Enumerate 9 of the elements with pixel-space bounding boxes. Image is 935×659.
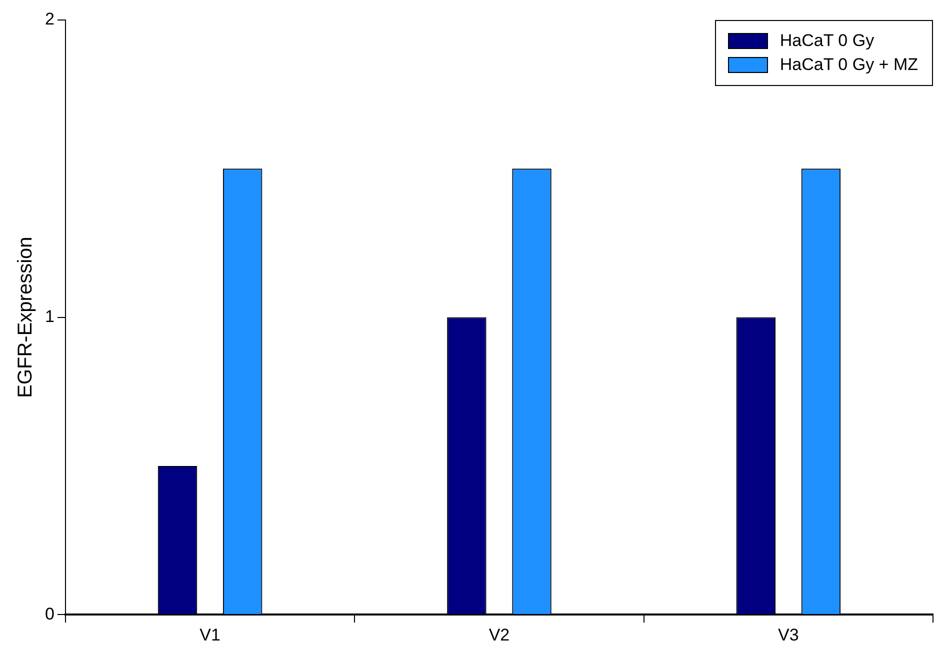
y-tick-label: 1 [44, 306, 54, 326]
x-tick-label: V1 [200, 625, 220, 644]
y-axis-title: EGFR-Expression [14, 236, 37, 398]
y-tick-label: 2 [44, 10, 54, 29]
x-tick-label: V2 [488, 625, 510, 644]
legend-label: HaCaT 0 Gy [780, 31, 874, 51]
legend-label: HaCaT 0 Gy + MZ [780, 55, 918, 75]
y-tick-label: 0 [44, 604, 54, 624]
x-tick-label: V3 [778, 625, 799, 644]
